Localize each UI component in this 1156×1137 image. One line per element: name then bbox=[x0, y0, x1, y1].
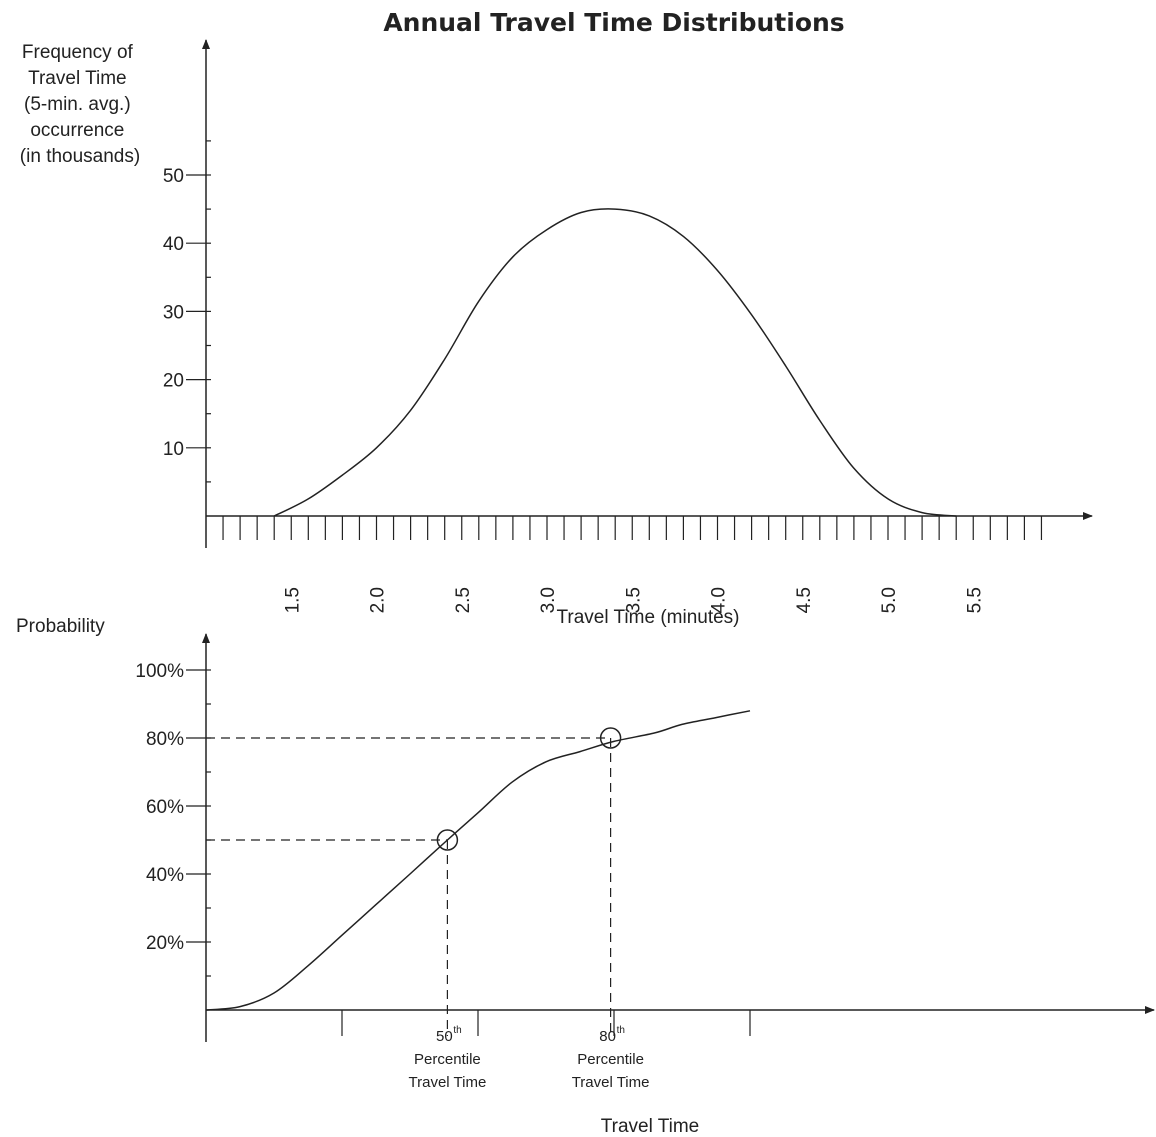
cumulative-probability-curve bbox=[205, 710, 751, 1011]
bottom-y-axis-label: Probability bbox=[16, 616, 105, 637]
top-x-tick-label: 3.5 bbox=[623, 587, 644, 613]
bottom-y-tick-label: 100% bbox=[135, 661, 184, 682]
top-x-tick-label: 4.5 bbox=[794, 587, 815, 613]
percentile-guides bbox=[206, 737, 612, 1036]
top-y-ticks: 10 20 30 40 50 bbox=[163, 140, 211, 483]
top-x-axis-label: Travel Time (minutes) bbox=[557, 607, 740, 628]
top-x-ticks: 1.5 2.0 2.5 3.0 3.5 4.0 4.5 5.0 5.5 bbox=[222, 516, 1043, 613]
top-y-tick-label: 30 bbox=[163, 302, 184, 323]
chart-title: Annual Travel Time Distributions bbox=[383, 8, 844, 37]
probability-chart: Probability 20%40%60%80%100% 50 thPercent… bbox=[16, 616, 1155, 1137]
percentile-label: Percentile bbox=[414, 1051, 481, 1068]
top-y-label-line-3: (5-min. avg.) bbox=[24, 94, 131, 115]
top-y-axis-label: Frequency of Travel Time (5-min. avg.) o… bbox=[20, 42, 140, 167]
top-x-tick-label: 5.5 bbox=[964, 587, 985, 613]
top-y-tick-label: 40 bbox=[163, 234, 184, 255]
bottom-x-axis-label: Travel Time bbox=[601, 1116, 700, 1137]
top-x-tick-label: 1.5 bbox=[282, 587, 303, 613]
bottom-y-tick-label: 20% bbox=[146, 933, 184, 954]
top-x-tick-label: 4.0 bbox=[709, 587, 730, 613]
top-x-tick-label: 2.0 bbox=[368, 587, 389, 613]
top-y-tick-label: 10 bbox=[163, 439, 184, 460]
top-x-tick-label: 3.0 bbox=[538, 587, 559, 613]
top-y-label-line-5: (in thousands) bbox=[20, 146, 140, 167]
top-y-tick-label: 50 bbox=[163, 166, 184, 187]
bottom-y-tick-label: 40% bbox=[146, 865, 184, 886]
top-x-tick-label: 2.5 bbox=[453, 587, 474, 613]
bottom-y-ticks: 20% 40% 60% 80% 100% bbox=[135, 661, 211, 977]
frequency-chart: Frequency of Travel Time (5-min. avg.) o… bbox=[20, 39, 1093, 628]
percentile-label: Percentile bbox=[577, 1051, 644, 1068]
percentile-travel-time-label: Travel Time bbox=[572, 1074, 650, 1091]
percentile-marker bbox=[436, 829, 459, 851]
top-y-label-line-1: Frequency of bbox=[22, 42, 134, 63]
percentile-rank-suffix: th bbox=[617, 1025, 625, 1036]
top-x-tick-label: 5.0 bbox=[879, 587, 900, 613]
percentile-rank-label: 50 bbox=[436, 1028, 453, 1045]
top-y-tick-label: 20 bbox=[163, 371, 184, 392]
top-y-label-line-4: occurrence bbox=[30, 120, 124, 141]
percentile-marker bbox=[599, 727, 622, 749]
bottom-y-tick-label: 80% bbox=[146, 729, 184, 750]
top-y-label-line-2: Travel Time bbox=[28, 68, 127, 89]
frequency-curve bbox=[273, 208, 957, 517]
percentile-travel-time-label: Travel Time bbox=[409, 1074, 487, 1091]
bottom-y-tick-label: 60% bbox=[146, 797, 184, 818]
percentile-rank-suffix: th bbox=[453, 1025, 461, 1036]
percentile-rank-label: 80 bbox=[599, 1028, 616, 1045]
bottom-x-ticks bbox=[341, 1010, 751, 1036]
